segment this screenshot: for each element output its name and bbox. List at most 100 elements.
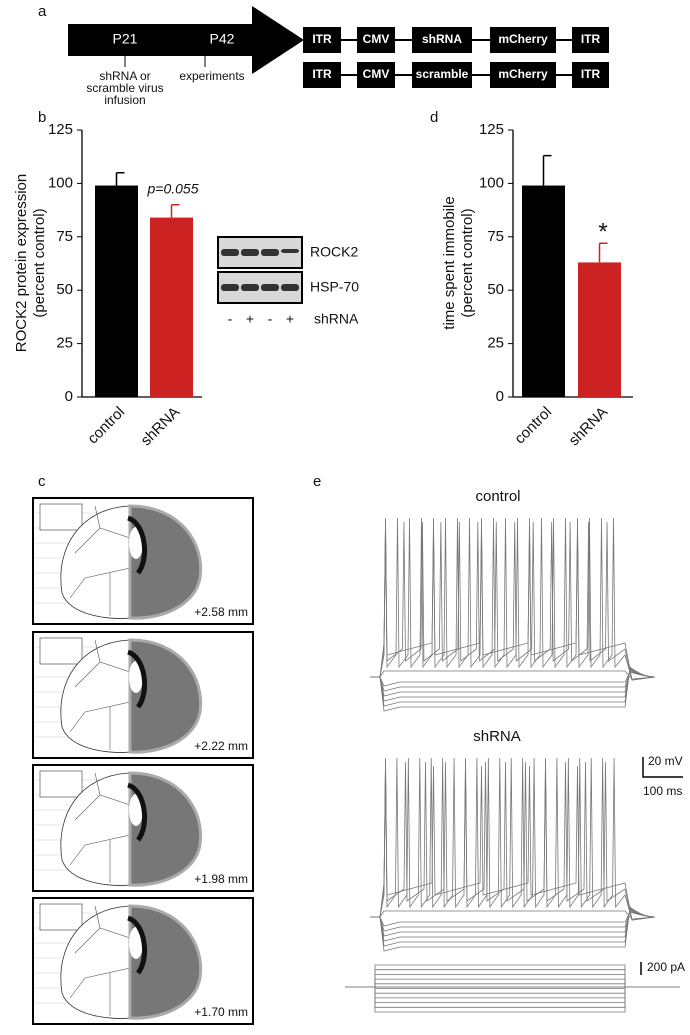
blot-band-label: ROCK2 bbox=[310, 244, 358, 260]
blot-band bbox=[221, 284, 239, 291]
atlas-inset bbox=[39, 637, 83, 665]
construct-label: ITR bbox=[581, 32, 601, 46]
y-axis-label: (percent control) bbox=[459, 208, 476, 317]
bar bbox=[522, 185, 565, 397]
voltage-trace bbox=[370, 910, 656, 932]
section-coordinate: +1.70 mm bbox=[194, 1005, 248, 1019]
blot-band bbox=[281, 249, 299, 253]
brain-section: +1.98 mm bbox=[32, 764, 254, 892]
construct-element bbox=[412, 27, 472, 53]
atlas-regions bbox=[69, 505, 131, 616]
atlas-hemisphere bbox=[60, 505, 131, 619]
atlas-inset bbox=[39, 903, 83, 931]
y-axis-label: ROCK2 protein expression bbox=[13, 174, 30, 352]
y-tick-label: 125 bbox=[48, 121, 73, 138]
blot-band bbox=[261, 284, 279, 291]
section-coordinate: +1.98 mm bbox=[194, 872, 248, 886]
blot-band bbox=[241, 284, 259, 291]
panel-letter: a bbox=[38, 3, 47, 20]
error-bar bbox=[115, 171, 125, 186]
construct-label: ITR bbox=[312, 67, 332, 81]
panel-letter: d bbox=[430, 109, 438, 126]
construct-element bbox=[490, 27, 556, 53]
current-step bbox=[374, 983, 626, 987]
event-label: infusion bbox=[104, 93, 145, 107]
lane-label: - bbox=[268, 311, 273, 327]
lane-label: + bbox=[286, 311, 294, 327]
y-tick-label: 0 bbox=[496, 388, 504, 405]
voltage-trace bbox=[370, 908, 656, 942]
y-tick-label: 100 bbox=[48, 174, 73, 191]
panel-letter: c bbox=[38, 473, 46, 490]
y-axis-label: (percent control) bbox=[31, 208, 48, 317]
scale-bar bbox=[642, 757, 683, 778]
event-label: shRNA or bbox=[99, 69, 150, 83]
y-tick-label: 25 bbox=[56, 335, 73, 352]
atlas-hemisphere bbox=[60, 772, 131, 886]
construct-element bbox=[357, 62, 395, 88]
voltage-trace bbox=[370, 666, 656, 712]
blot-band-label: HSP-70 bbox=[310, 279, 359, 295]
event-label: scramble virus bbox=[86, 81, 163, 95]
voltage-trace bbox=[370, 671, 656, 687]
construct-label: mCherry bbox=[498, 67, 548, 81]
lane-label: + bbox=[246, 311, 254, 327]
trace-group bbox=[370, 757, 656, 952]
construct-label: mCherry bbox=[498, 32, 548, 46]
current-step bbox=[374, 974, 626, 987]
error-bar bbox=[598, 242, 608, 263]
y-tick-label: 100 bbox=[479, 174, 504, 191]
white-matter bbox=[126, 649, 148, 709]
current-step bbox=[374, 987, 626, 994]
section-coordinate: +2.58 mm bbox=[194, 605, 248, 619]
y-axis-label: time spent immobile bbox=[441, 196, 458, 329]
x-tick-label: shRNA bbox=[138, 404, 184, 450]
timeline-arrow bbox=[68, 24, 254, 56]
voltage-trace bbox=[370, 668, 656, 702]
voltage-trace bbox=[370, 909, 656, 937]
ventricle bbox=[129, 794, 143, 826]
construct-element bbox=[303, 62, 341, 88]
event-label: experiments bbox=[179, 69, 244, 83]
y-tick-label: 125 bbox=[479, 121, 504, 138]
ventricle bbox=[129, 927, 143, 959]
blot-band bbox=[281, 284, 299, 291]
construct-element bbox=[490, 62, 556, 88]
construct-element bbox=[572, 62, 609, 88]
ventricle bbox=[129, 527, 143, 559]
y-tick-label: 50 bbox=[56, 281, 73, 298]
spiking-trace bbox=[370, 757, 656, 921]
y-tick-label: 50 bbox=[487, 281, 504, 298]
y-tick-label: 25 bbox=[487, 335, 504, 352]
atlas-hemisphere bbox=[60, 639, 131, 753]
voltage-trace bbox=[370, 670, 656, 692]
trace-title: shRNA bbox=[473, 728, 521, 745]
spiking-trace bbox=[370, 765, 656, 921]
panel-letter: b bbox=[38, 109, 46, 126]
bar bbox=[578, 262, 621, 397]
lane-label: - bbox=[228, 311, 233, 327]
y-tick-label: 75 bbox=[56, 228, 73, 245]
atlas-regions bbox=[69, 772, 131, 883]
construct-element bbox=[357, 27, 395, 53]
lane-row-label: shRNA bbox=[314, 311, 359, 327]
construct-label: CMV bbox=[363, 32, 390, 46]
construct-element bbox=[572, 27, 609, 53]
atlas-inset bbox=[39, 770, 83, 798]
stained-hemisphere bbox=[128, 638, 203, 754]
spiking-trace bbox=[370, 521, 656, 681]
significance-annotation: * bbox=[598, 219, 607, 246]
brain-section: +2.58 mm bbox=[32, 497, 254, 625]
age-label: P42 bbox=[210, 31, 235, 47]
current-step bbox=[374, 987, 626, 1013]
blot-band bbox=[241, 249, 259, 256]
blot-band bbox=[221, 249, 239, 256]
error-bar bbox=[542, 154, 552, 186]
timeline-arrow-head bbox=[252, 6, 304, 74]
atlas-regions bbox=[69, 905, 131, 1016]
atlas-inset bbox=[39, 503, 83, 531]
white-matter bbox=[126, 515, 148, 575]
white-matter bbox=[126, 782, 148, 842]
voltage-trace bbox=[370, 906, 656, 952]
